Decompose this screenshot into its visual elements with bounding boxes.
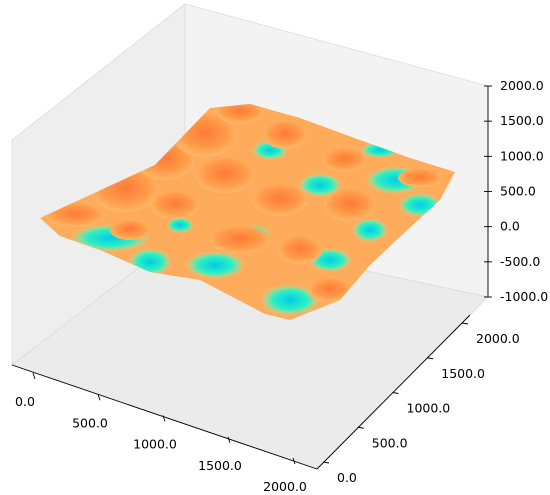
y-tick (461, 322, 469, 325)
surface (40, 104, 455, 320)
x-tick-label: 1500.0 (198, 458, 242, 473)
z-tick-label: -500.0 (500, 254, 540, 269)
y-tick-label: 0.0 (337, 470, 357, 485)
z-tick-label: 0.0 (500, 219, 520, 234)
y-tick (392, 392, 399, 394)
x-tick (292, 457, 296, 465)
x-tick (162, 415, 166, 422)
x-tick-label: 0.0 (15, 394, 35, 409)
x-tick-label: 1000.0 (133, 437, 177, 452)
y-tick-label: 500.0 (372, 435, 408, 450)
x-tick-label: 500.0 (72, 415, 108, 430)
y-tick (427, 357, 434, 360)
z-tick-label: 500.0 (500, 184, 536, 199)
y-tick (322, 461, 330, 464)
z-tick-label: 1500.0 (500, 113, 544, 128)
axis-ticks: 0.0 500.0 1000.0 1500.0 2000.0 0.0 500.0 1000.0… (15, 78, 548, 494)
z-tick-label: 1000.0 (500, 148, 544, 163)
x-tick (97, 394, 101, 401)
z-tick-label: 2000.0 (500, 78, 544, 93)
x-tick (227, 436, 231, 443)
y-tick-label: 1500.0 (441, 366, 485, 381)
y-tick (357, 426, 364, 429)
z-tick-label: -1000.0 (500, 289, 548, 304)
y-tick-label: 2000.0 (476, 331, 520, 346)
y-axis-line (316, 314, 471, 470)
x-tick (32, 372, 36, 380)
y-tick-label: 1000.0 (407, 401, 451, 416)
x-axis-line (11, 364, 318, 470)
x-tick-label: 2000.0 (263, 479, 307, 494)
